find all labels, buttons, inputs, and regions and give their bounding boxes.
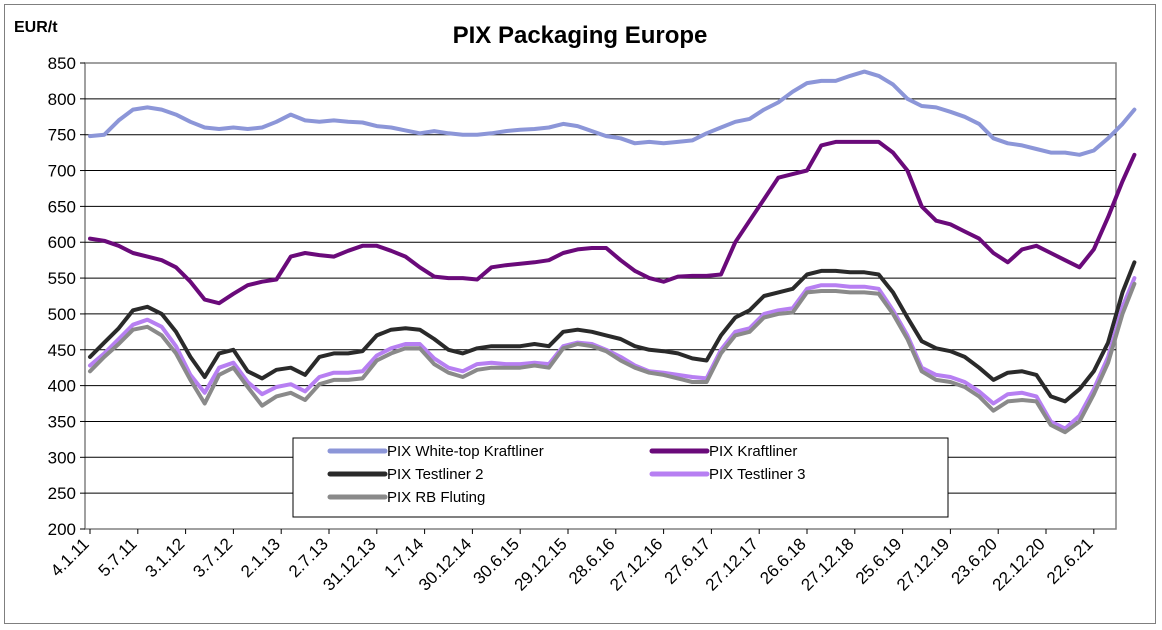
chart-title: PIX Packaging Europe (453, 22, 708, 49)
x-tick-label: 22.12.20 (989, 534, 1049, 594)
x-axis-ticks: 4.1.11 5.7.11 3.1.12 3.7.12 2.1.13 2.7.1331.1… (47, 529, 1097, 595)
x-tick-label: 29.12.15 (511, 534, 571, 594)
x-tick-label: 27.12.16 (606, 534, 666, 594)
series-line-3 (88, 276, 1137, 431)
legend-label: PIX Kraftliner (709, 443, 797, 460)
y-tick-label: 700 (48, 162, 76, 181)
y-tick-label: 250 (48, 484, 76, 503)
x-tick-label: 1.7.14 (381, 534, 428, 581)
x-tick-label: 3.1.12 (142, 534, 189, 581)
x-tick-label: 30.12.14 (415, 534, 475, 594)
legend-label: PIX Testliner 2 (387, 466, 483, 483)
y-tick-label: 400 (48, 377, 76, 396)
x-tick-label: 27.12.19 (893, 534, 953, 594)
y-tick-label: 650 (48, 197, 76, 216)
x-tick-label: 3.7.12 (189, 534, 236, 581)
x-tick-label: 22.6.21 (1043, 534, 1097, 588)
x-tick-label: 27.12.17 (702, 534, 762, 594)
x-tick-label: 31.12.13 (319, 534, 379, 594)
chart-canvas: 200 250 300 350 400 450 500 550 600 650 700 750 800 8… (14, 19, 1137, 595)
y-tick-label: 550 (48, 269, 76, 288)
x-tick-label: 4.1.11 (47, 534, 93, 580)
unit-label: EUR/t (14, 19, 58, 36)
y-tick-label: 850 (48, 54, 76, 73)
y-tick-label: 800 (48, 90, 76, 109)
series-line-1 (88, 139, 1137, 306)
legend-box (292, 437, 949, 518)
x-tick-label: 27.12.18 (797, 534, 857, 594)
series-line-4 (88, 281, 1137, 435)
y-tick-label: 450 (48, 341, 76, 360)
y-tick-label: 500 (48, 305, 76, 324)
y-tick-label: 600 (48, 233, 76, 252)
x-tick-label: 2.1.13 (237, 534, 284, 581)
y-tick-label: 350 (48, 412, 76, 431)
y-tick-label: 750 (48, 126, 76, 145)
x-tick-label: 5.7.11 (95, 534, 141, 580)
series-lines (88, 69, 1137, 435)
series-line-2 (88, 260, 1137, 404)
legend-label: PIX RB Fluting (387, 489, 485, 506)
legend: PIX White-top Kraftliner PIX Kraftliner PI… (292, 437, 949, 518)
y-tick-label: 300 (48, 448, 76, 467)
y-tick-label: 200 (48, 520, 76, 539)
legend-label: PIX Testliner 3 (709, 466, 805, 483)
x-tick-label: 2.7.13 (285, 534, 332, 581)
chart-frame: 200 250 300 350 400 450 500 550 600 650 700 750 800 8… (4, 4, 1156, 624)
legend-label: PIX White-top Kraftliner (387, 443, 544, 460)
series-line-0 (88, 69, 1137, 157)
y-axis-ticks: 200 250 300 350 400 450 500 550 600 650 700 750 800 8… (48, 54, 85, 539)
